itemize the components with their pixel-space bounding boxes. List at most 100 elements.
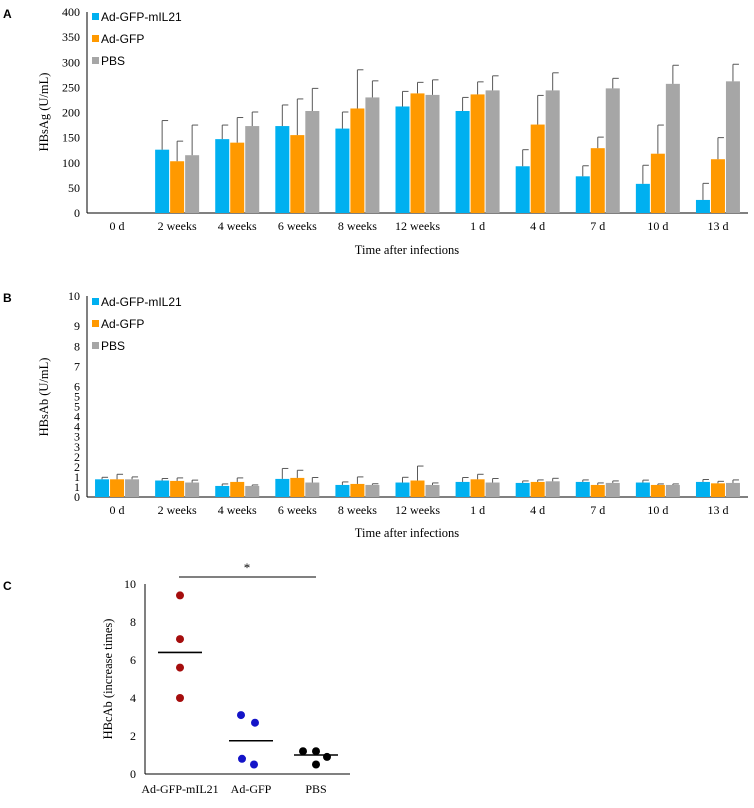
x-tick-label: PBS [305,782,326,796]
bar-ad-gfp [410,93,425,213]
bar-ad-gfp [170,480,185,497]
bar-ad-gfp-mil21 [695,199,710,213]
bar-ad-gfp-mil21 [515,482,530,497]
y-tick-label: 100 [62,156,80,170]
dot-ad-gfp [238,754,246,763]
x-tick-label: 6 weeks [278,219,317,233]
y-tick-label: 1 [74,480,80,494]
x-tick-label: 1 d [470,219,485,233]
bar-ad-gfp [470,94,485,213]
y-tick-label: 0 [130,767,136,781]
x-tick-label: Ad-GFP-mIL21 [141,782,218,796]
y-tick-label: 350 [62,30,80,44]
x-tick-label: 7 d [590,503,605,517]
bar-ad-gfp [710,483,725,497]
panel-c: C 0 2 4 6 8 10 Ad-GFP-mIL21 Ad-GFP PBS *… [3,560,350,796]
bar-pbs [725,482,740,497]
bar-ad-gfp-mil21 [395,482,410,497]
x-tick-label: 12 weeks [395,219,440,233]
bar-ad-gfp-mil21 [335,484,350,497]
bar-ad-gfp [230,481,245,497]
y-axis-title: HBsAb (U/mL) [37,358,51,437]
bar-ad-gfp-mil21 [575,481,590,497]
legend-label: Ad-GFP [101,32,144,46]
y-tick-label: 1 [74,470,80,484]
x-tick-label: 4 d [530,503,545,517]
y-tick-label: 8 [74,339,80,353]
y-axis-title: HBsAg (U/mL) [37,73,51,152]
legend-swatch-pbs [92,342,99,349]
bar-pbs [185,155,200,213]
bar-pbs [545,90,560,213]
y-tick-label: 200 [62,106,80,120]
x-tick-label: 7 d [590,219,605,233]
panel-a-y-ticks: 0 50 100 150 200 250 300 350 400 [62,5,80,220]
legend-swatch-pbs [92,57,99,64]
y-tick-label: 4 [130,691,136,705]
y-tick-label: 4 [74,410,80,424]
significance-label: * [244,560,251,575]
y-tick-label: 5 [74,390,80,404]
x-tick-label: 13 d [707,503,728,517]
y-tick-label: 2 [74,460,80,474]
bar-ad-gfp-mil21 [515,166,530,213]
bar-ad-gfp-mil21 [455,110,470,213]
x-tick-label: 0 d [110,219,125,233]
x-tick-label: 10 d [647,219,668,233]
y-tick-label: 6 [74,379,80,393]
x-tick-label: 4 d [530,219,545,233]
bar-ad-gfp [530,124,545,213]
bar-ad-gfp-mil21 [575,176,590,213]
panel-label-c: C [3,579,12,593]
panel-a: A 0 50 100 150 200 250 300 350 400 0 d 2… [3,5,748,257]
legend-label: Ad-GFP-mIL21 [101,10,182,24]
bar-ad-gfp [650,153,665,213]
bar-ad-gfp [470,479,485,497]
bar-pbs [665,484,680,497]
panel-a-legend: Ad-GFP-mIL21 Ad-GFP PBS [92,10,182,68]
y-tick-label: 50 [68,181,80,195]
bar-pbs [125,479,140,497]
legend-swatch-ad-gfp [92,320,99,327]
y-tick-label: 7 [74,359,80,373]
bar-ad-gfp [590,484,605,497]
bar-pbs [605,88,620,213]
panel-c-y-ticks: 0 2 4 6 8 10 [124,577,136,781]
x-tick-label: 1 d [470,503,485,517]
panel-label-b: B [3,291,12,305]
panel-b: B 0 1 1 2 2 3 3 4 4 5 5 6 7 8 9 10 0 d 2… [3,289,748,540]
y-tick-label: 300 [62,55,80,69]
panel-c-dots [158,591,338,769]
bar-ad-gfp-mil21 [155,480,170,497]
panel-a-bars [155,63,740,213]
dot-ad-gfp-mil21 [176,635,184,644]
y-tick-label: 3 [74,430,80,444]
x-tick-label: 2 weeks [158,219,197,233]
bar-ad-gfp [530,481,545,497]
legend-label: Ad-GFP [101,317,144,331]
bar-ad-gfp [230,142,245,213]
y-tick-label: 0 [74,206,80,220]
bar-pbs [485,90,500,213]
bar-pbs [305,482,320,497]
bar-ad-gfp-mil21 [215,139,230,213]
dot-ad-gfp-mil21 [176,694,184,702]
legend-swatch-ad-gfp [92,35,99,42]
dot-ad-gfp-mil21 [176,663,184,672]
y-tick-label: 3 [74,440,80,454]
legend-label: PBS [101,339,125,353]
x-tick-label: 4 weeks [218,219,257,233]
bar-ad-gfp [110,479,125,497]
bar-pbs [545,481,560,497]
y-tick-label: 150 [62,131,80,145]
y-tick-label: 4 [74,420,80,434]
bar-ad-gfp [650,484,665,497]
x-tick-label: 10 d [647,503,668,517]
bar-pbs [725,81,740,213]
x-tick-label: 0 d [110,503,125,517]
bar-ad-gfp-mil21 [155,149,170,213]
x-tick-label: 13 d [707,219,728,233]
dot-pbs [299,747,307,756]
bar-ad-gfp [350,483,365,497]
